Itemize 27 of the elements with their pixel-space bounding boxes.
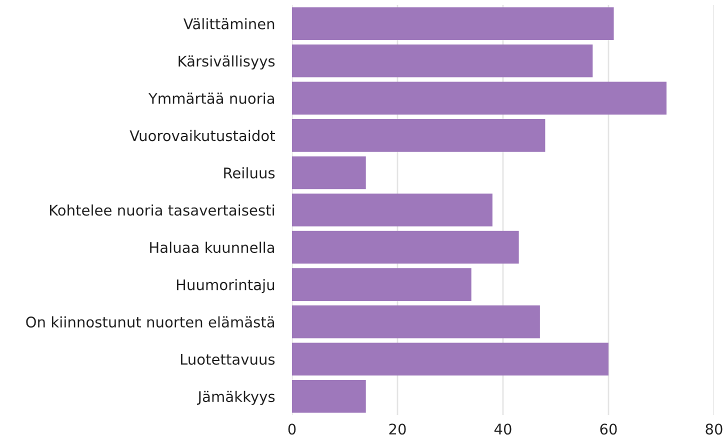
bar [292, 230, 519, 264]
bar [292, 305, 540, 338]
y-tick-label: Luotettavuus [180, 354, 275, 365]
bar [292, 44, 593, 78]
x-tick-label: 40 [494, 424, 512, 435]
y-tick-label: Reiluus [224, 167, 275, 178]
x-tick-label: 60 [600, 424, 617, 435]
bar [292, 82, 667, 115]
y-tick-label: Ymmärtää nuoria [148, 92, 274, 104]
bar [292, 119, 546, 152]
y-tick-label: On kiinnostunut nuorten elämästä [26, 316, 274, 328]
bar [292, 268, 472, 301]
y-tick-label: Kärsivällisyys [178, 55, 275, 70]
x-tick-label: 20 [389, 424, 406, 435]
y-tick-label: Jämäkkyys [196, 390, 275, 405]
bar [292, 194, 492, 226]
y-tick-label: Kohtelee nuoria tasavertaisesti [50, 204, 274, 216]
x-tick-label: 0 [288, 424, 296, 435]
bar [292, 156, 366, 190]
y-tick-label: Välittäminen [183, 18, 274, 30]
y-tick-label: Huumorintaju [176, 279, 274, 294]
y-tick-label: Vuorovaikutustaidot [130, 130, 275, 142]
bar [292, 380, 366, 413]
bar [292, 342, 608, 376]
y-tick-label: Haluaa kuunnella [150, 242, 274, 254]
bar [292, 7, 614, 40]
x-tick-label: 80 [706, 424, 722, 435]
